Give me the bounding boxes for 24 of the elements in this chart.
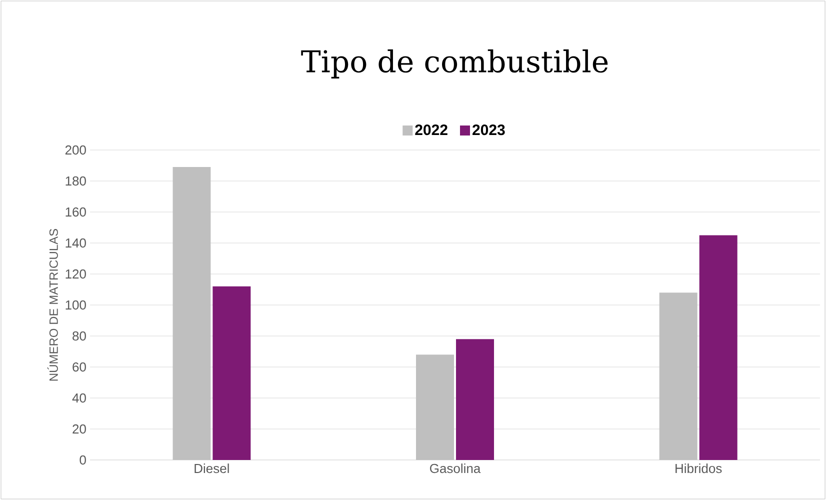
y-tick-label: 60 — [72, 362, 86, 372]
chart-title: Tipo de combustible — [301, 49, 608, 78]
y-tick-label: 180 — [66, 176, 86, 186]
bar — [699, 235, 738, 460]
y-tick-label: 20 — [72, 424, 86, 434]
y-axis-title: NÚMERO DE MATRICULAS — [47, 228, 58, 381]
x-tick-label: Hibridos — [676, 464, 722, 474]
x-tick-label: Gasolina — [430, 464, 481, 474]
y-tick-label: 200 — [65, 145, 86, 155]
y-tick-label: 140 — [66, 238, 86, 248]
legend-label: 2022 — [415, 124, 448, 136]
bar — [212, 286, 251, 460]
bar — [456, 339, 494, 460]
x-tick-label: Diesel — [194, 464, 229, 474]
y-tick-label: 40 — [72, 393, 86, 403]
bar — [172, 167, 211, 460]
legend-label: 2023 — [472, 124, 505, 136]
bar — [659, 292, 698, 460]
bar — [416, 354, 454, 460]
y-tick-label: 160 — [66, 207, 86, 217]
y-tick-label: 80 — [72, 331, 86, 341]
y-tick-label: 100 — [66, 300, 86, 310]
y-tick-label: 120 — [66, 269, 86, 279]
y-tick-label: 0 — [80, 455, 86, 465]
